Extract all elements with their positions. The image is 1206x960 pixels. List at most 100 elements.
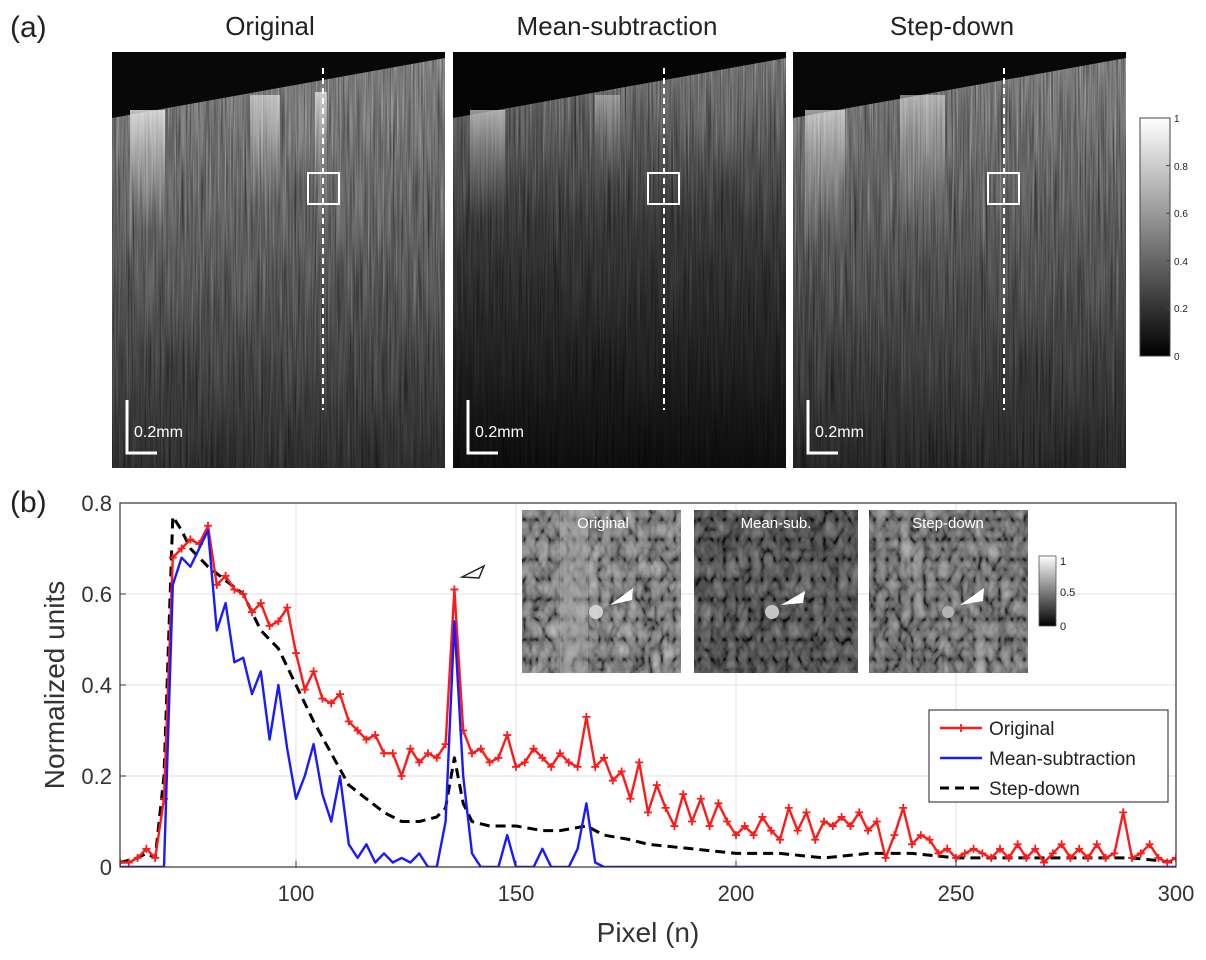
data-point — [635, 758, 644, 767]
data-point — [837, 812, 846, 821]
panel-a-image-step-down — [793, 52, 1126, 468]
data-point — [362, 735, 371, 744]
inset-step-down: Step-down — [869, 510, 1028, 673]
roi-box-original — [307, 172, 340, 205]
data-point — [811, 835, 820, 844]
data-point — [881, 853, 890, 862]
data-point — [1163, 858, 1172, 867]
inset-colorbar: 1 0.5 0 — [1038, 555, 1075, 633]
inset-original: Original — [522, 510, 681, 673]
legend-label: Original — [989, 719, 1054, 740]
data-point — [714, 799, 723, 808]
data-point — [872, 817, 881, 826]
inset-colorbar-tick: 0 — [1060, 621, 1066, 633]
data-point — [1119, 808, 1128, 817]
inset-colorbar-tick: 0.5 — [1060, 587, 1075, 599]
data-point — [300, 685, 309, 694]
y-tick-label: 0.8 — [81, 491, 112, 516]
data-point — [133, 853, 142, 862]
inset-arrow-icon — [960, 588, 984, 605]
data-point — [1057, 840, 1066, 849]
data-point — [265, 621, 274, 630]
data-point — [670, 822, 679, 831]
data-point — [688, 817, 696, 826]
colorbar-tick: 0 — [1174, 352, 1180, 363]
series-mean-subtraction — [120, 529, 1176, 867]
data-point — [283, 603, 292, 612]
colorbar-tick: 0.8 — [1174, 162, 1188, 173]
data-point — [908, 840, 916, 849]
panel-b-label: (b) — [10, 486, 47, 519]
data-point — [1145, 840, 1154, 849]
data-point — [582, 712, 591, 721]
data-point — [960, 849, 969, 858]
data-point — [485, 758, 494, 767]
data-point — [327, 699, 336, 708]
data-point — [969, 844, 978, 853]
data-point — [120, 858, 124, 867]
data-point — [503, 731, 512, 740]
data-point — [626, 794, 635, 803]
data-point — [679, 790, 688, 799]
data-point — [899, 803, 908, 812]
data-point — [318, 694, 327, 703]
data-point — [380, 749, 388, 758]
data-point — [151, 853, 160, 862]
data-point — [608, 776, 617, 785]
y-tick-label: 0 — [100, 855, 112, 880]
legend: Original Mean-subtraction Step-down — [928, 709, 1169, 803]
data-point — [256, 599, 265, 608]
data-point — [784, 803, 793, 812]
data-point — [432, 753, 441, 762]
data-point — [1031, 844, 1040, 853]
data-point — [1075, 844, 1084, 853]
data-point — [124, 858, 133, 867]
data-point — [1110, 849, 1119, 858]
colorbar-tick: 0.4 — [1174, 257, 1188, 268]
data-point — [1092, 840, 1101, 849]
legend-marker — [957, 724, 965, 732]
data-point — [371, 731, 380, 740]
data-point — [1004, 853, 1013, 862]
data-point — [1022, 853, 1031, 862]
data-point — [740, 822, 749, 831]
panel-a-label: (a) — [10, 11, 47, 44]
data-point — [1040, 858, 1048, 867]
x-axis-label: Pixel (n) — [597, 917, 700, 948]
data-point — [512, 762, 520, 771]
data-point — [274, 617, 283, 626]
inset-title: Original — [577, 515, 629, 532]
y-tick-label: 0.4 — [81, 673, 112, 698]
scale-label-mean-subtraction: 0.2mm — [475, 424, 524, 441]
y-tick-label: 0.6 — [81, 582, 112, 607]
data-point — [397, 772, 406, 780]
data-point — [661, 803, 670, 812]
title-original: Original — [225, 11, 315, 41]
data-point — [336, 690, 344, 699]
scale-label-step-down: 0.2mm — [815, 424, 864, 441]
y-axis-label: Normalized units — [39, 581, 70, 790]
data-point — [978, 849, 987, 858]
scale-bar-mean-subtraction — [466, 400, 498, 455]
data-point — [776, 835, 784, 844]
series-line — [120, 529, 1176, 867]
data-point — [186, 535, 195, 544]
data-point — [996, 844, 1004, 853]
data-point — [556, 749, 564, 758]
data-point — [1066, 853, 1075, 862]
title-step-down: Step-down — [890, 11, 1014, 41]
data-point — [177, 544, 186, 553]
data-point — [952, 853, 960, 862]
inset-arrow-icon — [781, 591, 805, 605]
data-point — [644, 808, 652, 817]
data-point — [450, 585, 459, 594]
data-point — [142, 844, 151, 853]
data-point — [749, 831, 758, 840]
data-point — [600, 753, 608, 762]
scale-label-original: 0.2mm — [134, 424, 183, 441]
data-point — [820, 817, 828, 826]
data-point — [168, 553, 177, 562]
legend-label: Mean-subtraction — [989, 749, 1136, 770]
data-point — [248, 608, 256, 617]
data-point — [424, 749, 432, 758]
